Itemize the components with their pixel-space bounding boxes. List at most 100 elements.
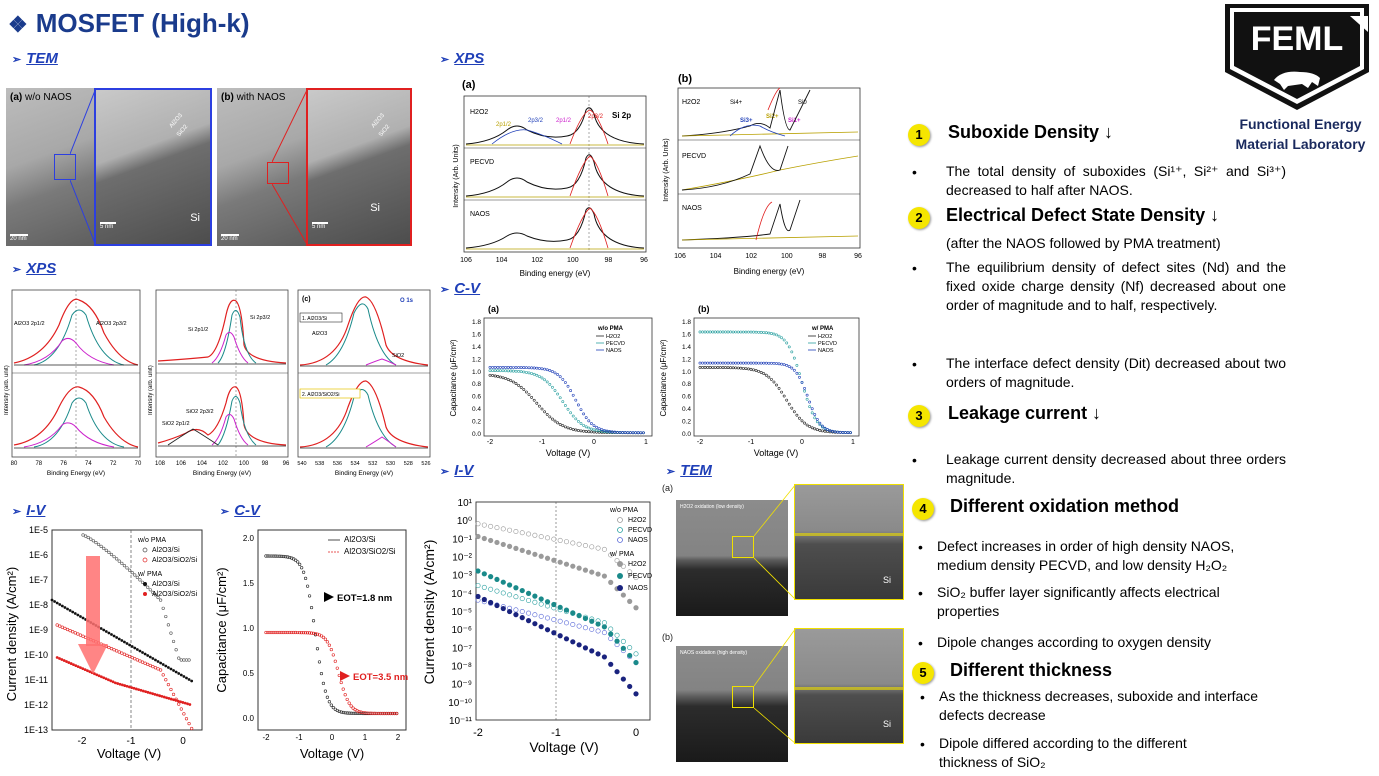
data-point xyxy=(513,585,519,591)
data-point xyxy=(532,599,538,605)
data-point xyxy=(795,371,799,375)
xps-mid-a-chart: (a) H2O2 PECVD NAOS Si 2p 2p1/2 2p3/2 2p… xyxy=(453,79,648,278)
data-point xyxy=(540,407,544,411)
svg-text:(b): (b) xyxy=(678,73,692,85)
data-point xyxy=(99,627,103,630)
data-point xyxy=(810,411,814,415)
y-tick-label: 10¹ xyxy=(458,498,473,509)
data-point xyxy=(744,330,748,334)
data-point xyxy=(800,419,804,423)
data-point xyxy=(184,717,189,721)
data-point xyxy=(270,630,274,635)
data-point xyxy=(698,330,702,334)
data-point xyxy=(159,598,163,602)
data-point xyxy=(535,373,539,377)
section-cv-left: ➢ C-V xyxy=(220,502,261,519)
data-point xyxy=(716,330,720,334)
data-point xyxy=(296,630,300,635)
svg-text:PECVD: PECVD xyxy=(628,527,652,534)
svg-text:Intensity (arb. unit): Intensity (arb. unit) xyxy=(4,365,10,415)
data-point xyxy=(71,610,75,614)
data-point xyxy=(169,687,173,692)
cv-mid-a-chart: (a) 1.8 1.6 1.4 1.2 1.0 0.8 0.6 0.4 0.2 0.0 -2 -1 0… xyxy=(449,304,653,458)
data-point xyxy=(294,630,298,635)
feml-logo: FEML xyxy=(1222,2,1372,112)
finding-3-heading: Leakage current ↓ xyxy=(948,403,1102,423)
data-point xyxy=(167,697,171,700)
data-point xyxy=(141,651,144,654)
data-point xyxy=(849,431,852,435)
data-point xyxy=(734,361,738,365)
data-point xyxy=(551,385,554,389)
data-point xyxy=(182,712,186,716)
x-tick-label: -2 xyxy=(487,439,493,446)
trend-arrow-shaft xyxy=(86,556,100,646)
data-point xyxy=(519,530,525,536)
data-point xyxy=(280,630,284,635)
x-tick-label: 80 xyxy=(11,461,18,467)
data-point xyxy=(63,606,67,609)
svg-text:PECVD: PECVD xyxy=(606,341,625,347)
data-point xyxy=(519,547,525,553)
y-tick-label: 10⁻⁸ xyxy=(451,662,472,673)
data-point xyxy=(146,654,150,657)
data-point xyxy=(284,555,288,559)
data-point xyxy=(60,658,64,661)
data-point xyxy=(600,430,604,434)
data-point xyxy=(713,330,717,334)
data-point xyxy=(509,366,513,369)
svg-text:Si3+: Si3+ xyxy=(740,118,753,124)
y-tick-label: 0.0 xyxy=(682,431,691,438)
data-point xyxy=(493,369,497,373)
svg-text:(c): (c) xyxy=(302,296,311,303)
data-point xyxy=(747,330,750,334)
data-point xyxy=(309,605,314,610)
data-point xyxy=(754,361,758,365)
data-point xyxy=(731,330,735,334)
data-point xyxy=(813,416,817,420)
data-point xyxy=(631,431,635,435)
x-tick-label: -1 xyxy=(551,727,561,739)
data-point xyxy=(270,554,274,558)
data-point xyxy=(373,711,377,715)
x-tick-label: -1 xyxy=(127,736,136,747)
finding-4-bullet-2: SiO₂ buffer layer significantly affects … xyxy=(937,584,1220,619)
data-point xyxy=(701,330,704,334)
data-point xyxy=(548,369,552,372)
data-point xyxy=(569,411,573,415)
data-point xyxy=(117,559,121,563)
data-point xyxy=(569,427,573,431)
data-point xyxy=(488,523,494,529)
data-point xyxy=(177,672,181,675)
svg-text:NAOS: NAOS xyxy=(606,348,622,354)
svg-text:H2O2: H2O2 xyxy=(818,334,832,340)
data-point xyxy=(111,680,115,684)
data-point xyxy=(589,427,593,431)
data-point xyxy=(329,703,333,707)
svg-text:SiO2 2p3/2: SiO2 2p3/2 xyxy=(186,409,214,415)
data-point xyxy=(726,366,730,370)
y-tick-label: 0.5 xyxy=(243,669,255,678)
data-point xyxy=(719,361,722,365)
data-point xyxy=(345,697,349,702)
data-point xyxy=(614,632,620,638)
svg-text:Voltage (V): Voltage (V) xyxy=(97,746,161,761)
data-point xyxy=(564,404,567,407)
data-point xyxy=(488,574,494,580)
data-point xyxy=(481,584,487,590)
data-point xyxy=(752,361,755,365)
data-point xyxy=(780,336,784,340)
data-point xyxy=(68,609,72,612)
data-point xyxy=(803,421,806,425)
x-tick-label: 96 xyxy=(854,253,862,260)
data-point xyxy=(315,632,320,636)
data-point xyxy=(278,554,282,558)
data-point xyxy=(109,647,114,651)
data-point xyxy=(545,413,549,416)
data-point xyxy=(172,669,175,672)
data-point xyxy=(633,651,639,657)
data-point xyxy=(276,630,280,635)
data-point xyxy=(782,338,786,342)
data-point xyxy=(264,554,268,558)
data-point xyxy=(729,361,733,365)
